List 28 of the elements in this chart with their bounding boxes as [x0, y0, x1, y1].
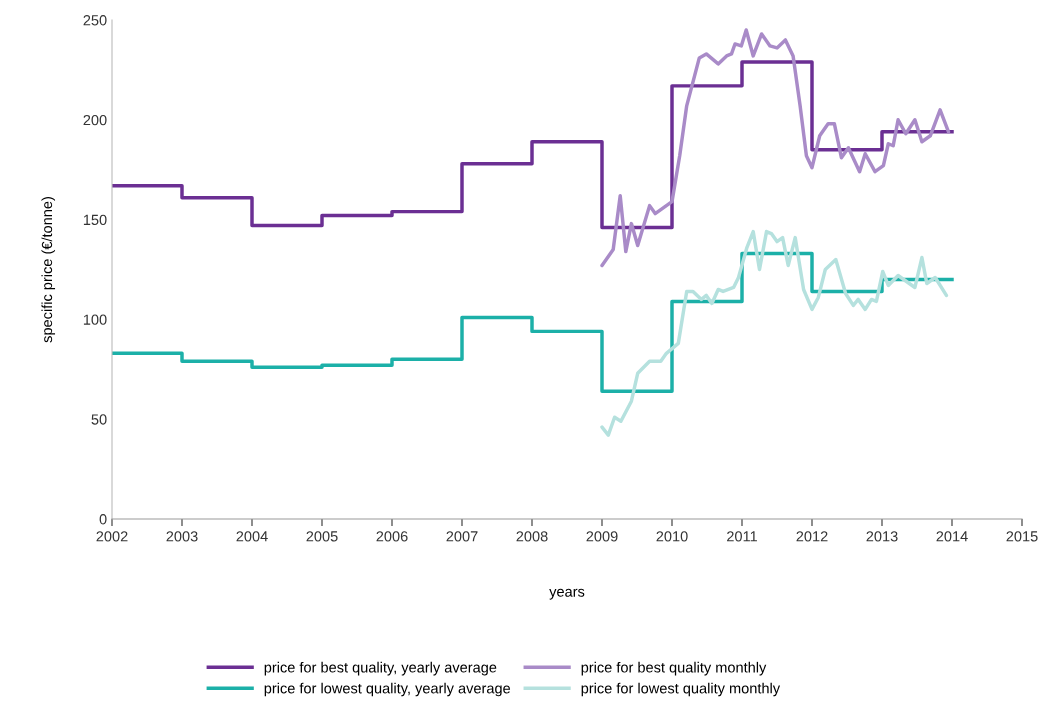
x-tick-label: 2013	[866, 531, 898, 542]
x-tick-label: 2015	[1006, 531, 1038, 542]
x-tick-label: 2007	[446, 531, 478, 542]
x-axis-title: years	[549, 588, 585, 600]
legend-label: price for best quality monthly	[581, 661, 767, 676]
x-tick-label: 2005	[306, 531, 338, 542]
y-tick-label: 0	[99, 514, 107, 525]
x-tick-label: 2003	[166, 531, 198, 542]
y-tick-label: 100	[83, 314, 107, 325]
x-tick-label: 2009	[586, 531, 618, 542]
y-tick-label: 250	[83, 15, 107, 26]
x-tick-label: 2002	[96, 531, 128, 542]
x-tick-label: 2011	[727, 531, 757, 542]
line-series	[600, 28, 951, 268]
y-tick-label: 150	[83, 214, 107, 226]
x-tick-label: 2008	[516, 531, 548, 542]
x-tick-label: 2010	[656, 531, 688, 542]
y-tick-label: 50	[91, 414, 107, 425]
legend-label: price for lowest quality monthly	[581, 682, 781, 697]
x-tick-label: 2014	[936, 531, 968, 542]
x-tick-label: 2004	[236, 531, 268, 542]
x-tick-label: 2012	[796, 531, 828, 542]
y-axis-title: specific price (€/tonne)	[41, 197, 56, 343]
legend-label: price for best quality, yearly average	[264, 661, 497, 676]
x-tick-label: 2006	[376, 531, 408, 542]
y-tick-label: 200	[83, 114, 107, 126]
line-series	[600, 229, 949, 437]
legend-label: price for lowest quality, yearly average	[264, 682, 511, 697]
